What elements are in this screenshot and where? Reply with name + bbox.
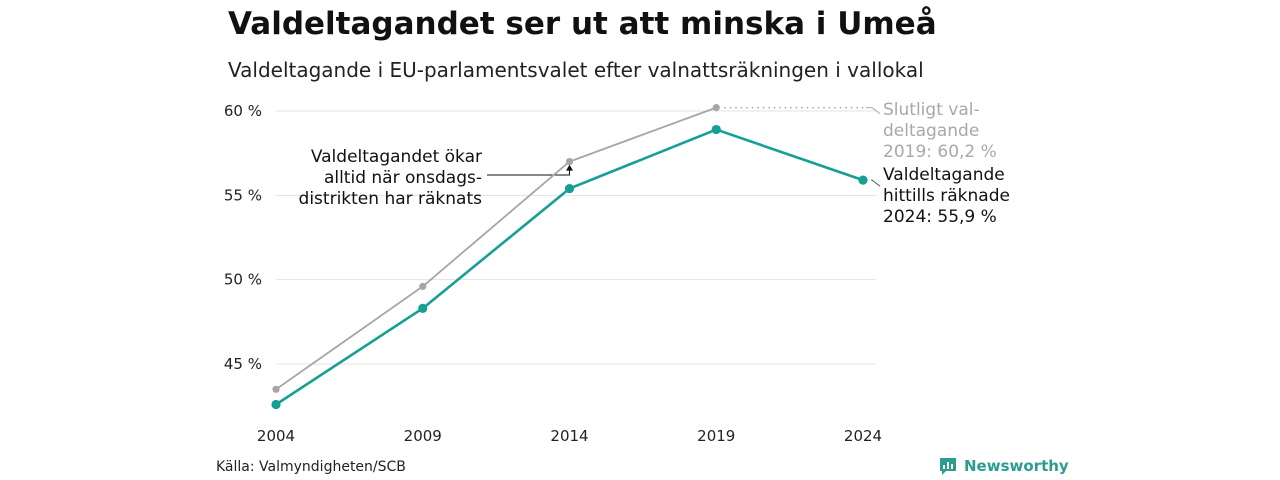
x-tick-label: 2014: [550, 427, 588, 445]
annotation-left-text: distrikten har räknats: [299, 189, 483, 209]
data-point: [271, 399, 281, 410]
y-tick-label: 50 %: [224, 271, 262, 289]
brand-name: Newsworthy: [964, 457, 1069, 475]
y-tick-label: 60 %: [224, 102, 262, 120]
annotation-final-2019-text: Slutligt val-: [883, 100, 980, 120]
x-tick-label: 2004: [257, 427, 295, 445]
x-tick-label: 2024: [844, 427, 882, 445]
annotation-left-text: Valdeltagandet ökar: [311, 147, 482, 167]
y-axis-tick-labels: 45 % 50 % 55 % 60 %: [224, 102, 262, 373]
brand-logo: Newsworthy: [938, 456, 1069, 476]
annotation-guides: [487, 106, 881, 187]
series-lines: [271, 104, 868, 410]
data-point: [711, 124, 721, 135]
data-point: [564, 183, 575, 194]
annotation-current-2024-text: Valdeltagande: [883, 165, 1005, 185]
y-tick-label: 55 %: [224, 186, 262, 204]
annotation-final-2019-text: deltagande: [883, 121, 979, 141]
chart-title: Valdeltagandet ser ut att minska i Umeå: [228, 6, 937, 42]
chart-subtitle: Valdeltagande i EU-parlamentsvalet efter…: [228, 58, 924, 82]
annotation-current-2024-text: 2024: 55,9 %: [883, 207, 997, 227]
annotation-arrow-line: [487, 165, 570, 176]
x-tick-label: 2009: [404, 427, 442, 445]
x-axis-tick-labels: 2004 2009 2014 2019 2024: [257, 427, 882, 445]
x-tick-label: 2019: [697, 427, 735, 445]
data-point: [418, 303, 428, 313]
data-point: [712, 104, 720, 112]
gridlines: [276, 110, 876, 365]
series-line-0: [275, 106, 717, 391]
gray-label-connector: [866, 107, 881, 115]
source-note: Källa: Valmyndigheten/SCB: [216, 459, 406, 475]
bar-chart-speech-bubble-icon: [940, 458, 956, 475]
annotation-arrowhead: [566, 164, 573, 171]
data-point: [272, 385, 280, 393]
y-tick-label: 45 %: [224, 355, 262, 373]
data-point: [858, 175, 868, 185]
annotation-left-text: alltid när onsdags-: [324, 168, 482, 188]
data-point: [419, 282, 427, 291]
data-point: [565, 158, 574, 166]
annotation-final-2019-text: 2019: 60,2 %: [883, 142, 997, 162]
teal-label-connector: [871, 179, 881, 187]
annotation-current-2024-text: hittills räknade: [883, 186, 1010, 206]
